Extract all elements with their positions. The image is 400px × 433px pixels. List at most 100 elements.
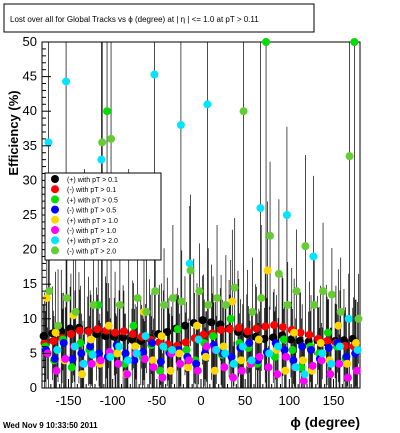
legend-entry-label: (+) with pT > 0.1 — [67, 177, 118, 184]
data-point — [160, 300, 169, 309]
data-point — [42, 294, 51, 303]
data-point — [219, 342, 228, 351]
data-point — [151, 287, 160, 296]
data-point — [350, 38, 359, 46]
data-point — [44, 138, 53, 147]
data-point — [299, 377, 308, 386]
data-point — [229, 373, 238, 382]
data-point — [213, 294, 222, 303]
data-point — [310, 300, 319, 309]
legend-marker — [51, 205, 59, 214]
data-point — [86, 335, 95, 344]
data-point — [266, 231, 275, 240]
legend-marker — [51, 226, 59, 234]
data-point — [317, 356, 326, 365]
data-point — [79, 359, 88, 368]
x-axis-label: ϕ (degree) — [290, 414, 360, 430]
data-point — [61, 354, 70, 363]
data-point — [252, 324, 261, 333]
data-point — [89, 300, 98, 309]
data-point — [210, 366, 219, 375]
data-point — [221, 300, 230, 309]
data-point — [119, 327, 128, 336]
legend-entry-label: (+) with pT > 1.0 — [67, 218, 118, 225]
data-point — [123, 370, 132, 379]
data-point — [95, 349, 104, 358]
data-point — [202, 342, 211, 351]
legend-entry-label: (-) with pT > 0.5 — [67, 208, 116, 215]
data-point — [157, 332, 166, 341]
x-tick-label: 50 — [238, 393, 252, 408]
data-point — [87, 359, 96, 368]
data-point — [156, 357, 165, 366]
data-point — [70, 342, 79, 351]
data-point — [104, 321, 113, 330]
y-tick-label: 25 — [23, 207, 37, 222]
data-point — [39, 332, 48, 341]
data-point — [111, 328, 120, 337]
data-point — [265, 349, 274, 358]
data-point — [351, 339, 360, 348]
x-tick-label: -50 — [147, 393, 166, 408]
x-tick-label: 100 — [278, 393, 300, 408]
data-point — [248, 307, 257, 316]
data-point — [168, 294, 177, 303]
data-point — [203, 100, 212, 109]
data-point — [335, 342, 344, 351]
data-point — [230, 283, 239, 292]
data-point — [129, 321, 138, 330]
data-point — [289, 356, 298, 365]
legend-marker — [51, 246, 59, 255]
data-point — [84, 327, 93, 336]
data-point — [53, 345, 62, 354]
data-point — [107, 134, 116, 143]
data-point — [307, 345, 316, 354]
data-point — [278, 323, 287, 332]
data-point — [298, 342, 307, 351]
data-point — [182, 345, 191, 354]
data-point — [114, 359, 123, 368]
data-point — [335, 359, 344, 368]
data-point — [209, 332, 218, 341]
legend-marker — [51, 215, 59, 224]
y-tick-label: 20 — [23, 242, 37, 257]
data-point — [177, 297, 186, 306]
data-point — [106, 352, 115, 361]
data-point — [237, 356, 246, 365]
data-point — [212, 345, 221, 354]
y-axis-ticks: 0 5 10 15 20 25 30 35 40 45 50 — [23, 34, 51, 395]
data-point — [150, 70, 159, 79]
data-point — [290, 328, 299, 337]
data-point — [62, 77, 71, 86]
legend-entry-label: (+) with pT > 0.5 — [67, 197, 118, 204]
data-point — [158, 373, 167, 382]
data-point — [71, 307, 80, 316]
data-point — [45, 287, 54, 296]
data-point — [97, 155, 106, 164]
data-point — [148, 339, 157, 348]
legend-box — [44, 172, 162, 261]
data-point — [282, 211, 291, 219]
data-point — [282, 352, 291, 361]
data-point — [301, 242, 310, 251]
data-point — [67, 363, 76, 372]
data-point — [298, 356, 307, 365]
data-point — [207, 318, 216, 327]
data-point — [185, 259, 194, 268]
y-tick-label: 15 — [23, 276, 37, 291]
data-point — [119, 333, 128, 342]
y-tick-label: 40 — [23, 103, 37, 118]
data-point — [228, 297, 237, 306]
data-point — [227, 352, 236, 361]
data-point — [93, 325, 102, 334]
data-point — [54, 321, 63, 330]
data-point — [264, 363, 273, 372]
title-box: Lost over all for Global Tracks vs ϕ (de… — [3, 3, 315, 33]
data-point — [96, 356, 105, 365]
data-point — [163, 327, 172, 336]
data-point — [318, 349, 327, 358]
data-point — [132, 349, 141, 358]
data-point — [192, 359, 201, 368]
legend: (+) with pT > 0.1 (-) with pT > 0.1 (+) wi… — [44, 172, 162, 261]
y-axis-label: Efficiency (%) — [6, 90, 21, 175]
